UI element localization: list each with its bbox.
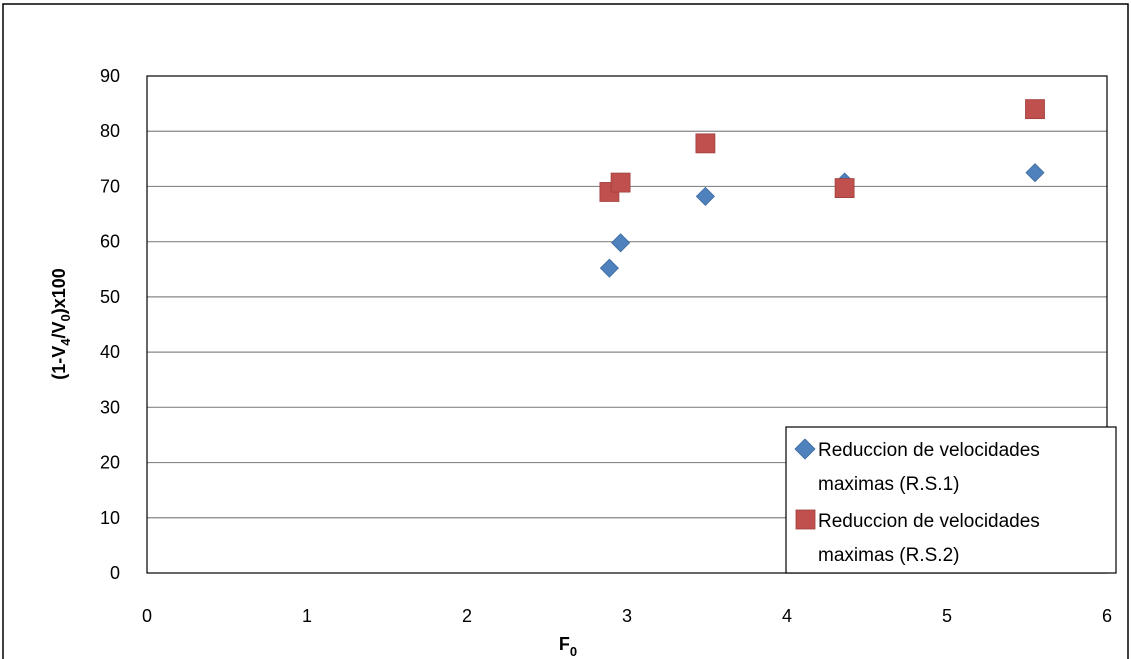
point-series-1-2: [695, 186, 715, 206]
y-axis-title-part-0: (1-V: [49, 346, 69, 380]
legend-label-rs1-line1: Reduccion de velocidades: [818, 440, 1040, 461]
x-tick-labels: 0 1 2 3 4 5 6: [142, 606, 1112, 626]
legend-box: [785, 426, 1117, 574]
point-series-2-3: [834, 178, 855, 199]
y-tick-label-7: 70: [100, 176, 120, 196]
plot-area: [146, 75, 1108, 574]
y-tick-label-8: 80: [100, 121, 120, 141]
legend-label-rs1-line2: maximas (R.S.1): [818, 474, 959, 495]
y-tick-label-3: 30: [100, 397, 120, 417]
y-tick-labels: 0 10 20 30 40 50 60 70 80 90: [100, 66, 120, 583]
x-axis-title-subscript: 0: [570, 644, 577, 659]
legend: Reduccion de velocidades maximas (R.S.1)…: [785, 426, 1117, 574]
y-axis-title-part-4: )x100: [49, 268, 69, 314]
legend-marker-rs1: [794, 438, 816, 460]
x-tick-label-6: 6: [1102, 606, 1112, 626]
x-tick-label-0: 0: [142, 606, 152, 626]
point-series-1-1: [611, 233, 631, 253]
legend-label-rs2-line2: maximas (R.S.2): [818, 545, 959, 566]
x-axis-title: F0: [559, 634, 577, 659]
y-tick-label-9: 90: [100, 66, 120, 86]
x-tick-label-4: 4: [782, 606, 792, 626]
y-axis-title-part-1: 4: [58, 338, 73, 346]
x-tick-label-2: 2: [462, 606, 472, 626]
x-tick-label-5: 5: [942, 606, 952, 626]
y-tick-label-4: 40: [100, 342, 120, 362]
y-tick-label-6: 60: [100, 232, 120, 252]
point-series-1-0: [599, 258, 619, 278]
legend-marker-rs2: [795, 509, 816, 530]
point-series-2-4: [1025, 99, 1045, 120]
y-tick-label-0: 0: [110, 563, 120, 583]
gridlines: [147, 130, 1107, 519]
x-axis-title-main: F: [559, 634, 570, 654]
y-tick-label-1: 10: [100, 508, 120, 528]
point-series-1-4: [1025, 163, 1045, 183]
y-axis-title-part-2: /V: [49, 322, 69, 339]
legend-label-rs2-line1: Reduccion de velocidades: [818, 511, 1040, 532]
point-series-2-1: [610, 172, 631, 193]
point-series-2-2: [695, 133, 716, 154]
x-tick-label-3: 3: [622, 606, 632, 626]
data-markers: [599, 99, 1045, 278]
y-tick-label-2: 20: [100, 453, 120, 473]
x-tick-label-1: 1: [302, 606, 312, 626]
y-axis-title: (1-V4/V0)x100: [49, 268, 73, 380]
y-tick-label-5: 50: [100, 287, 120, 307]
y-axis-title-part-3: 0: [58, 314, 73, 321]
